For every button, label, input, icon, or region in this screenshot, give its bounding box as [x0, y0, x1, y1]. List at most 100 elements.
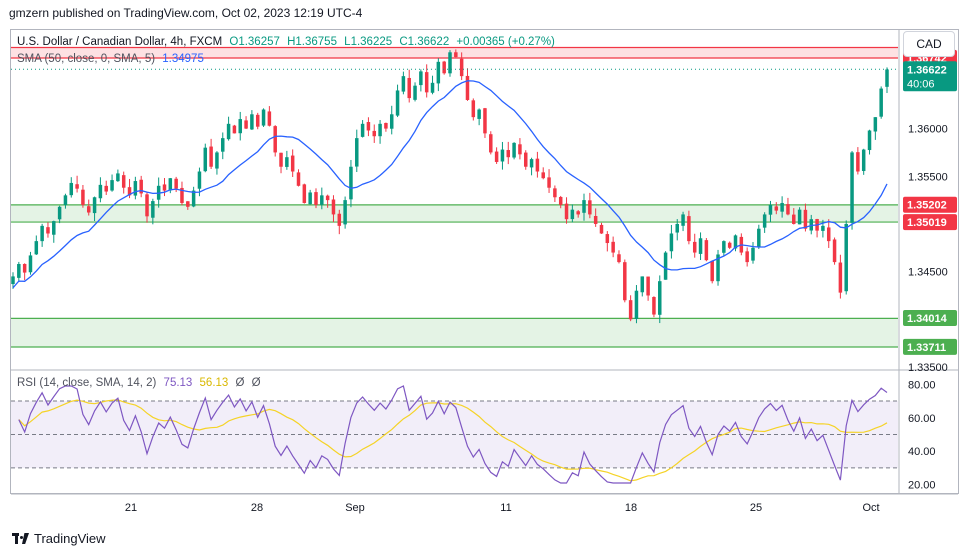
candle-body — [191, 190, 196, 207]
candle-body — [116, 173, 120, 182]
candle-body — [419, 71, 423, 86]
candle-body — [145, 194, 149, 217]
candle-body — [623, 262, 627, 301]
candle-body — [576, 211, 580, 215]
candle-body — [320, 195, 324, 205]
rsi-sma-line — [18, 399, 888, 482]
candle-body — [395, 90, 400, 116]
candle-body — [628, 300, 633, 320]
candle-body — [355, 138, 359, 167]
price-label-box — [903, 61, 957, 92]
candle-body — [698, 238, 703, 254]
candle-body — [494, 151, 499, 162]
candle-body — [168, 178, 173, 191]
candle-body — [710, 260, 714, 282]
candle-body — [127, 187, 132, 196]
candle-body — [733, 235, 738, 249]
candle-body — [745, 251, 749, 263]
candle-body — [430, 82, 435, 93]
price-label-countdown: 40:06 — [907, 78, 935, 90]
candle-body — [325, 195, 330, 201]
tradingview-logo-icon — [12, 533, 29, 544]
candle-body — [92, 197, 97, 214]
candle-body — [518, 144, 522, 155]
candle-body — [389, 114, 394, 129]
candle-body — [844, 223, 848, 292]
candle-body — [826, 227, 831, 242]
rsi-extra-1: Ø — [235, 377, 245, 389]
candle-body — [244, 120, 248, 129]
price-label-box — [903, 214, 957, 231]
footer-brand-name: TradingView — [34, 531, 106, 546]
rsi-legend: RSI (14, close, SMA, 14, 2) 75.13 56.13 … — [17, 377, 265, 389]
candle-body — [261, 109, 266, 126]
time-tick-label: Oct — [862, 502, 879, 514]
candle-body — [727, 242, 732, 248]
candle-body — [588, 200, 592, 215]
candle-body — [75, 184, 79, 189]
candle-body — [133, 181, 138, 196]
candle-body — [483, 108, 487, 134]
rsi-tick-label: 60.00 — [908, 413, 936, 425]
price-tick-label: 1.35500 — [908, 171, 948, 183]
candle-body — [634, 290, 639, 319]
candle-body — [564, 203, 569, 220]
candle-body — [605, 234, 610, 244]
candle-body — [221, 138, 225, 152]
time-tick-label: 11 — [500, 502, 511, 514]
candle-body — [337, 213, 342, 226]
candle-body — [861, 149, 866, 172]
candle-body — [232, 125, 237, 134]
candle-body — [267, 111, 272, 126]
price-tick-label: 1.33500 — [908, 362, 948, 374]
candle-body — [28, 255, 33, 273]
open-value: O1.36257 — [229, 36, 280, 48]
candle-body — [436, 61, 441, 84]
candle-body — [46, 227, 50, 234]
candle-body — [500, 149, 505, 162]
candle-body — [762, 214, 767, 228]
price-label-text: 1.36742 — [907, 53, 947, 65]
candle-body — [867, 130, 872, 151]
price-label-text: 1.35202 — [907, 200, 947, 212]
time-tick-label: 21 — [125, 502, 137, 514]
close-value: C1.36622 — [399, 36, 450, 48]
candle-body — [98, 184, 103, 199]
candle-body — [722, 241, 726, 253]
price-tick-label: 1.36000 — [908, 124, 948, 136]
time-tick-label: Sep — [345, 502, 365, 514]
candle-body — [186, 201, 190, 207]
candle-body — [838, 262, 843, 293]
candle-body — [786, 204, 790, 215]
candle-body — [553, 188, 557, 198]
candle-body — [407, 77, 411, 99]
candle-body — [570, 209, 575, 220]
candle-body — [255, 114, 260, 127]
candle-body — [139, 179, 143, 194]
candle-body — [180, 187, 184, 203]
sma-legend: SMA (50, close, 0, SMA, 5) 1.34975 — [17, 53, 208, 65]
time-tick-label: 25 — [750, 502, 762, 514]
candle-body — [692, 241, 697, 253]
rsi-extra-2: Ø — [251, 377, 261, 389]
candle-body — [250, 114, 254, 130]
candle-body — [448, 52, 452, 74]
candle-body — [372, 130, 377, 137]
candle-body — [535, 158, 540, 172]
price-label-box — [903, 338, 957, 355]
candle-body — [308, 192, 312, 205]
sma-label: SMA (50, close, 0, SMA, 5) — [17, 53, 156, 65]
change-value: +0.00365 (+0.27%) — [456, 36, 555, 48]
price-label-text: 1.34014 — [907, 313, 948, 325]
candle-body — [611, 241, 615, 253]
candle-body — [331, 199, 336, 215]
candle-body — [669, 233, 674, 252]
candle-body — [174, 178, 178, 189]
currency-button[interactable]: CAD — [903, 31, 955, 57]
candle-body — [40, 225, 44, 242]
candle-body — [687, 216, 691, 242]
candle-body — [547, 177, 551, 188]
candle-body — [360, 123, 365, 137]
rsi-label: RSI (14, close, SMA, 14, 2) — [17, 377, 157, 389]
